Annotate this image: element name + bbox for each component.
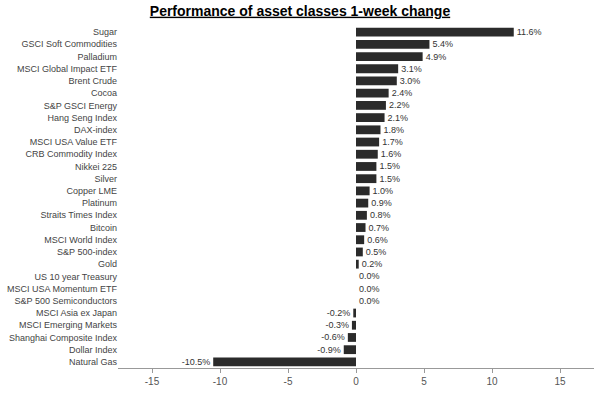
svg-text:1.6%: 1.6% <box>381 149 402 159</box>
svg-text:Gold: Gold <box>98 259 117 269</box>
svg-text:-0.3%: -0.3% <box>325 320 349 330</box>
svg-text:3.0%: 3.0% <box>400 76 421 86</box>
svg-text:MSCI Asia ex Japan: MSCI Asia ex Japan <box>36 308 117 318</box>
svg-text:0.9%: 0.9% <box>371 198 392 208</box>
svg-text:US 10 year Treasury: US 10 year Treasury <box>34 272 117 282</box>
svg-text:4.9%: 4.9% <box>426 52 447 62</box>
svg-text:Shanghai Composite Index: Shanghai Composite Index <box>9 333 118 343</box>
svg-text:1.0%: 1.0% <box>373 186 394 196</box>
svg-text:1.8%: 1.8% <box>383 125 404 135</box>
svg-text:MSCI Global Impact ETF: MSCI Global Impact ETF <box>17 64 118 74</box>
svg-text:0.0%: 0.0% <box>359 271 380 281</box>
svg-text:Straits Times Index: Straits Times Index <box>40 210 117 220</box>
svg-text:0: 0 <box>353 376 359 387</box>
svg-text:0.6%: 0.6% <box>367 235 388 245</box>
svg-text:2.2%: 2.2% <box>389 100 410 110</box>
svg-text:0.0%: 0.0% <box>359 284 380 294</box>
svg-text:GSCI Soft Commodities: GSCI Soft Commodities <box>21 39 117 49</box>
svg-text:5: 5 <box>421 376 427 387</box>
svg-text:15: 15 <box>554 376 566 387</box>
svg-text:0.2%: 0.2% <box>362 259 383 269</box>
svg-text:0.8%: 0.8% <box>370 210 391 220</box>
svg-text:Dollar Index: Dollar Index <box>69 345 118 355</box>
svg-text:Hang Seng Index: Hang Seng Index <box>47 113 117 123</box>
svg-text:Cocoa: Cocoa <box>91 88 117 98</box>
svg-text:-0.2%: -0.2% <box>327 308 351 318</box>
svg-text:-5: -5 <box>284 376 293 387</box>
svg-text:MSCI World Index: MSCI World Index <box>44 235 117 245</box>
svg-text:S&P GSCI Energy: S&P GSCI Energy <box>44 101 118 111</box>
svg-text:Silver: Silver <box>94 174 117 184</box>
svg-text:Palladium: Palladium <box>77 52 117 62</box>
svg-text:Platinum: Platinum <box>82 198 117 208</box>
svg-text:CRB Commodity Index: CRB Commodity Index <box>25 149 117 159</box>
svg-text:10: 10 <box>486 376 498 387</box>
svg-text:-15: -15 <box>145 376 160 387</box>
svg-text:Brent Crude: Brent Crude <box>68 76 117 86</box>
svg-text:S&P 500 Semiconductors: S&P 500 Semiconductors <box>15 296 118 306</box>
svg-text:Performance of asset classes 1: Performance of asset classes 1-week chan… <box>150 3 451 19</box>
svg-text:5.4%: 5.4% <box>432 39 453 49</box>
svg-text:Bitcoin: Bitcoin <box>90 223 117 233</box>
svg-text:-10.5%: -10.5% <box>182 357 211 367</box>
svg-text:Copper LME: Copper LME <box>66 186 117 196</box>
svg-text:Natural Gas: Natural Gas <box>69 357 118 367</box>
svg-text:3.1%: 3.1% <box>401 64 422 74</box>
svg-text:MSCI USA Momentum ETF: MSCI USA Momentum ETF <box>7 284 118 294</box>
svg-text:-10: -10 <box>213 376 228 387</box>
svg-text:1.5%: 1.5% <box>379 161 400 171</box>
svg-text:0.7%: 0.7% <box>369 223 390 233</box>
svg-text:S&P 500-index: S&P 500-index <box>57 247 117 257</box>
svg-text:Nikkei 225: Nikkei 225 <box>75 162 117 172</box>
svg-text:DAX-index: DAX-index <box>74 125 118 135</box>
svg-text:11.6%: 11.6% <box>517 27 542 37</box>
svg-text:-0.6%: -0.6% <box>321 332 345 342</box>
svg-text:2.4%: 2.4% <box>392 88 413 98</box>
svg-text:1.5%: 1.5% <box>379 174 400 184</box>
svg-text:0.5%: 0.5% <box>366 247 387 257</box>
svg-text:-0.9%: -0.9% <box>317 345 341 355</box>
svg-text:2.1%: 2.1% <box>388 113 409 123</box>
svg-text:Sugar: Sugar <box>93 27 117 37</box>
svg-text:0.0%: 0.0% <box>359 296 380 306</box>
svg-text:MSCI Emerging Markets: MSCI Emerging Markets <box>19 320 118 330</box>
svg-text:MSCI USA Value ETF: MSCI USA Value ETF <box>30 137 118 147</box>
svg-text:1.7%: 1.7% <box>382 137 403 147</box>
